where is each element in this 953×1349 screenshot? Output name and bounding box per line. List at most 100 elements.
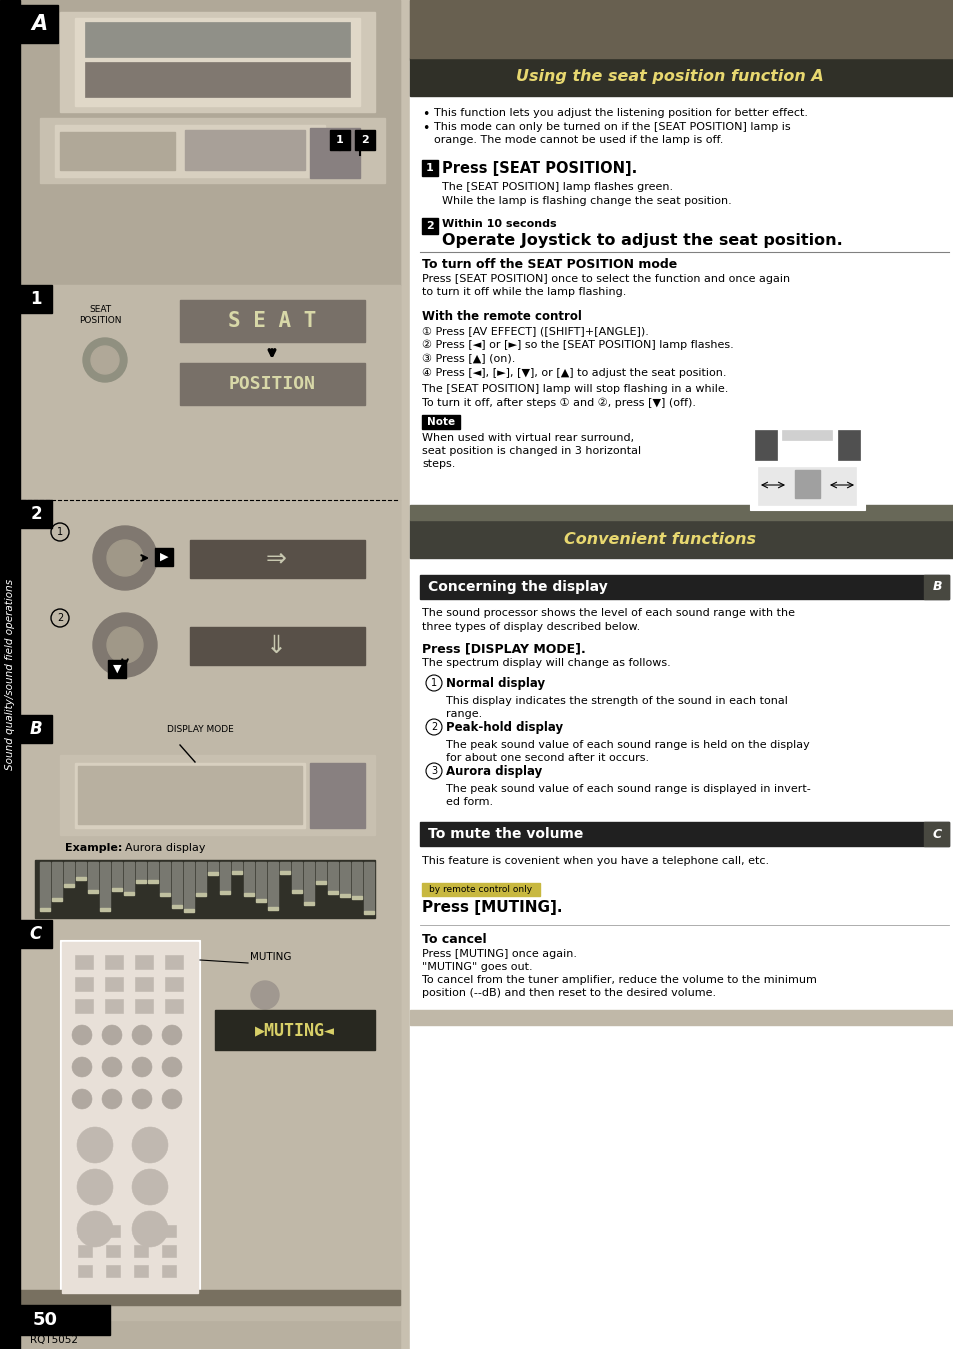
- Bar: [244, 862, 253, 893]
- Bar: [75, 764, 305, 828]
- Text: 1: 1: [335, 135, 343, 144]
- Text: This function lets you adjust the listening position for better effect.: This function lets you adjust the listen…: [434, 108, 807, 117]
- Bar: [268, 862, 277, 907]
- Text: DISPLAY MODE: DISPLAY MODE: [167, 724, 233, 734]
- Text: The peak sound value of each sound range is displayed in invert-: The peak sound value of each sound range…: [446, 784, 810, 795]
- Bar: [185, 130, 305, 170]
- Bar: [419, 822, 948, 846]
- Text: Press [SEAT POSITION].: Press [SEAT POSITION].: [441, 161, 637, 175]
- Text: 50: 50: [32, 1311, 57, 1329]
- Circle shape: [91, 345, 119, 374]
- Bar: [75, 955, 92, 969]
- Bar: [754, 430, 776, 460]
- Text: Convenient functions: Convenient functions: [563, 532, 755, 546]
- Bar: [419, 575, 948, 599]
- Bar: [78, 1225, 91, 1237]
- Text: Note: Note: [427, 417, 455, 428]
- Bar: [88, 890, 98, 893]
- Bar: [794, 469, 820, 498]
- Bar: [85, 62, 350, 97]
- Text: The [SEAT POSITION] lamp flashes green.: The [SEAT POSITION] lamp flashes green.: [441, 182, 673, 192]
- Bar: [20, 920, 52, 948]
- Text: To mute the volume: To mute the volume: [428, 827, 583, 840]
- Bar: [781, 430, 831, 440]
- Bar: [355, 130, 375, 150]
- Circle shape: [102, 1089, 122, 1109]
- Bar: [410, 0, 953, 58]
- Bar: [136, 862, 146, 880]
- Bar: [135, 955, 152, 969]
- Text: ▶MUTING◄: ▶MUTING◄: [254, 1021, 335, 1039]
- Bar: [162, 1265, 175, 1278]
- Bar: [339, 894, 350, 897]
- Bar: [292, 862, 302, 890]
- Text: C: C: [931, 827, 941, 840]
- Bar: [172, 905, 182, 908]
- Text: for about one second after it occurs.: for about one second after it occurs.: [446, 753, 648, 764]
- Bar: [105, 1000, 123, 1013]
- Text: The sound processor shows the level of each sound range with the: The sound processor shows the level of e…: [421, 608, 794, 618]
- Bar: [106, 1245, 120, 1257]
- Bar: [421, 415, 459, 429]
- Bar: [64, 862, 74, 884]
- Text: The peak sound value of each sound range is held on the display: The peak sound value of each sound range…: [446, 741, 809, 750]
- Circle shape: [132, 1089, 152, 1109]
- Circle shape: [162, 1058, 182, 1077]
- Bar: [40, 862, 50, 908]
- Bar: [328, 862, 337, 890]
- Bar: [88, 862, 98, 890]
- Bar: [76, 862, 86, 877]
- Circle shape: [132, 1126, 168, 1163]
- Bar: [112, 862, 122, 888]
- Circle shape: [77, 1170, 112, 1205]
- Text: orange. The mode cannot be used if the lamp is off.: orange. The mode cannot be used if the l…: [434, 135, 722, 144]
- Bar: [20, 715, 399, 925]
- Text: MUTING: MUTING: [250, 952, 292, 962]
- Text: ▶: ▶: [159, 552, 168, 563]
- Bar: [60, 12, 375, 112]
- Bar: [310, 128, 359, 178]
- Bar: [20, 5, 58, 43]
- Bar: [292, 890, 302, 893]
- Bar: [304, 902, 314, 905]
- Bar: [304, 862, 314, 902]
- Bar: [220, 890, 230, 894]
- Text: 2: 2: [431, 722, 436, 733]
- Text: to turn it off while the lamp flashing.: to turn it off while the lamp flashing.: [421, 287, 626, 297]
- Bar: [60, 132, 174, 170]
- Bar: [20, 0, 399, 285]
- Text: Peak-hold display: Peak-hold display: [446, 720, 562, 734]
- Bar: [310, 764, 365, 828]
- Text: ⇒: ⇒: [251, 546, 303, 571]
- Text: To cancel from the tuner amplifier, reduce the volume to the minimum: To cancel from the tuner amplifier, redu…: [421, 975, 816, 985]
- Text: Press [MUTING].: Press [MUTING].: [421, 900, 562, 915]
- Bar: [339, 862, 350, 894]
- Bar: [352, 896, 361, 898]
- Bar: [220, 862, 230, 890]
- Bar: [60, 755, 375, 835]
- Bar: [255, 898, 266, 902]
- Circle shape: [107, 627, 143, 662]
- Text: ▼: ▼: [112, 664, 121, 674]
- Circle shape: [102, 1025, 122, 1045]
- Text: position (--dB) and then reset to the desired volume.: position (--dB) and then reset to the de…: [421, 987, 716, 998]
- Text: 1: 1: [431, 679, 436, 688]
- Bar: [20, 285, 52, 313]
- Text: B: B: [30, 720, 42, 738]
- Circle shape: [77, 1211, 112, 1246]
- Bar: [105, 955, 123, 969]
- Bar: [232, 871, 242, 874]
- Circle shape: [162, 1089, 182, 1109]
- Bar: [315, 862, 326, 881]
- Bar: [133, 1245, 148, 1257]
- Bar: [40, 117, 385, 183]
- Bar: [208, 862, 218, 871]
- Text: This display indicates the strength of the sound in each tonal: This display indicates the strength of t…: [446, 696, 787, 706]
- Text: Within 10 seconds: Within 10 seconds: [441, 219, 556, 229]
- Text: three types of display described below.: three types of display described below.: [421, 622, 639, 631]
- Text: range.: range.: [446, 710, 482, 719]
- Bar: [20, 500, 399, 715]
- Text: ⇓: ⇓: [251, 634, 303, 658]
- Bar: [60, 940, 200, 1295]
- Bar: [923, 575, 948, 599]
